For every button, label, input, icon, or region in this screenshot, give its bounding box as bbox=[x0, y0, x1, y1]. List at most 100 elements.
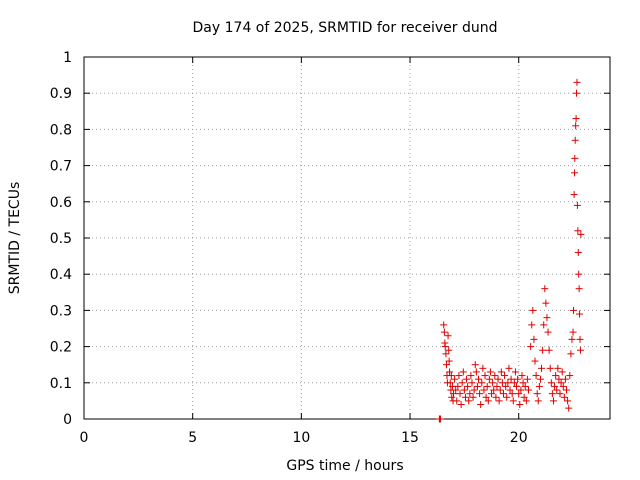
data-point bbox=[552, 372, 560, 380]
data-point bbox=[549, 397, 557, 405]
data-point bbox=[524, 386, 532, 394]
data-point bbox=[453, 397, 461, 405]
data-point bbox=[450, 390, 458, 398]
data-point bbox=[527, 343, 535, 351]
data-point bbox=[539, 346, 547, 354]
data-point bbox=[544, 328, 552, 336]
data-point bbox=[446, 379, 454, 387]
data-point bbox=[470, 386, 478, 394]
data-point bbox=[576, 346, 584, 354]
y-tick-label: 1 bbox=[63, 50, 72, 66]
data-point bbox=[499, 390, 507, 398]
data-point bbox=[485, 375, 493, 383]
data-point bbox=[577, 230, 585, 238]
data-point bbox=[540, 321, 548, 329]
grid-layer bbox=[84, 57, 610, 419]
data-point bbox=[482, 393, 490, 401]
data-point bbox=[528, 321, 536, 329]
data-point bbox=[517, 386, 525, 394]
data-point bbox=[468, 379, 476, 387]
data-point bbox=[501, 372, 509, 380]
data-point bbox=[542, 299, 550, 307]
data-point bbox=[533, 390, 541, 398]
data-point bbox=[531, 357, 539, 365]
y-tick-label: 0.1 bbox=[50, 376, 72, 392]
y-tick-label: 0.7 bbox=[50, 159, 72, 175]
data-point bbox=[493, 382, 501, 390]
data-point bbox=[495, 397, 503, 405]
data-point bbox=[480, 386, 488, 394]
data-point bbox=[491, 372, 499, 380]
data-point bbox=[570, 191, 578, 199]
data-point bbox=[467, 372, 475, 380]
data-point bbox=[508, 390, 516, 398]
x-axis-label: GPS time / hours bbox=[286, 458, 403, 474]
data-point bbox=[558, 368, 566, 376]
y-tick-label: 0.8 bbox=[50, 122, 72, 138]
data-point bbox=[451, 375, 459, 383]
data-point bbox=[440, 321, 448, 329]
y-tick-label: 0 bbox=[63, 412, 72, 428]
data-point bbox=[564, 397, 572, 405]
data-point bbox=[478, 379, 486, 387]
data-point bbox=[514, 375, 522, 383]
data-point bbox=[466, 390, 474, 398]
data-point bbox=[483, 382, 491, 390]
tick-layer: 00.10.20.30.40.50.60.70.80.910 5 10 15 20 bbox=[50, 50, 610, 446]
data-point bbox=[459, 368, 467, 376]
data-point bbox=[521, 382, 529, 390]
data-point bbox=[442, 350, 450, 358]
data-point bbox=[535, 382, 543, 390]
data-point bbox=[460, 386, 468, 394]
data-point bbox=[574, 227, 582, 235]
data-point bbox=[441, 343, 449, 351]
data-point bbox=[448, 393, 456, 401]
data-point bbox=[465, 397, 473, 405]
data-point bbox=[567, 350, 575, 358]
data-point bbox=[494, 375, 502, 383]
data-point bbox=[571, 169, 579, 177]
data-point bbox=[532, 372, 540, 380]
x-tick-label: 5 bbox=[188, 430, 197, 446]
data-point bbox=[511, 368, 519, 376]
x-tick-label: 10 bbox=[292, 430, 310, 446]
x-tick-label: 20 bbox=[510, 430, 528, 446]
data-point bbox=[490, 386, 498, 394]
data-point bbox=[484, 397, 492, 405]
data-point bbox=[534, 397, 542, 405]
data-point bbox=[573, 89, 581, 97]
data-point bbox=[556, 390, 564, 398]
data-point bbox=[569, 328, 577, 336]
y-tick-label: 0.5 bbox=[50, 231, 72, 247]
data-point bbox=[455, 372, 463, 380]
data-point bbox=[551, 382, 559, 390]
data-point bbox=[573, 78, 581, 86]
x-tick-label: 0 bbox=[80, 430, 89, 446]
y-axis-label: SRMTID / TECUs bbox=[7, 182, 23, 295]
data-point bbox=[516, 401, 524, 409]
y-tick-label: 0.9 bbox=[50, 86, 72, 102]
x-tick-label: 15 bbox=[401, 430, 419, 446]
y-tick-label: 0.3 bbox=[50, 303, 72, 319]
data-point bbox=[481, 372, 489, 380]
data-point bbox=[568, 335, 576, 343]
data-point bbox=[547, 379, 555, 387]
data-point bbox=[530, 335, 538, 343]
data-point bbox=[543, 314, 551, 322]
data-point bbox=[477, 401, 485, 409]
data-point bbox=[520, 393, 528, 401]
data-point bbox=[461, 393, 469, 401]
data-point bbox=[557, 379, 565, 387]
data-point bbox=[504, 379, 512, 387]
data-point bbox=[440, 328, 448, 336]
data-point bbox=[571, 154, 579, 162]
data-point bbox=[436, 415, 444, 423]
data-point bbox=[555, 375, 563, 383]
data-point bbox=[444, 332, 452, 340]
data-point bbox=[515, 390, 523, 398]
data-point bbox=[476, 390, 484, 398]
data-point bbox=[573, 201, 581, 209]
data-point bbox=[464, 382, 472, 390]
data-point bbox=[538, 364, 546, 372]
